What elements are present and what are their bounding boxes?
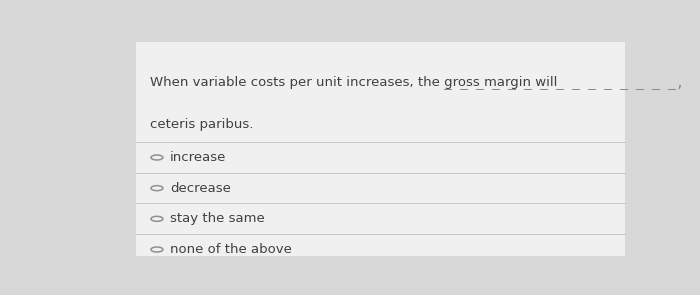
Text: _ _ _ _ _ _ _ _ _ _ _ _ _ _ _,: _ _ _ _ _ _ _ _ _ _ _ _ _ _ _, bbox=[444, 76, 685, 89]
Circle shape bbox=[151, 186, 163, 191]
Text: When variable costs per unit increases, the gross margin will: When variable costs per unit increases, … bbox=[150, 76, 557, 89]
Circle shape bbox=[151, 247, 163, 252]
Text: ceteris paribus.: ceteris paribus. bbox=[150, 118, 253, 131]
Text: stay the same: stay the same bbox=[170, 212, 265, 225]
Text: increase: increase bbox=[170, 151, 226, 164]
Text: none of the above: none of the above bbox=[170, 243, 292, 256]
Circle shape bbox=[151, 155, 163, 160]
Text: decrease: decrease bbox=[170, 182, 231, 195]
FancyBboxPatch shape bbox=[136, 42, 624, 256]
Circle shape bbox=[151, 216, 163, 221]
